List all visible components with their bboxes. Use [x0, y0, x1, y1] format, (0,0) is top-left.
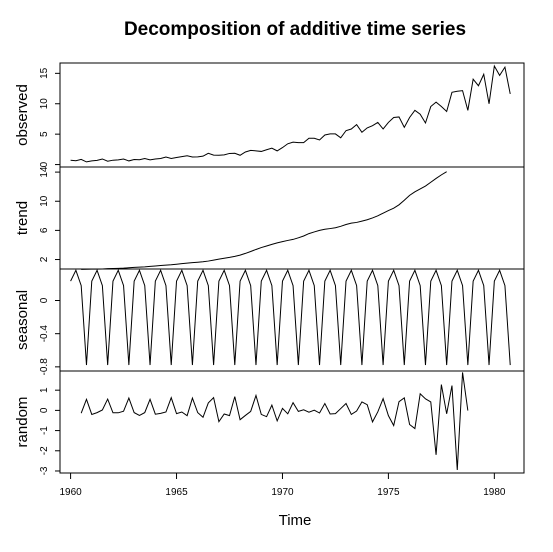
chart-title: Decomposition of additive time series	[124, 19, 466, 40]
series-line-observed	[70, 64, 511, 163]
y-tick-label: -2	[39, 446, 50, 455]
x-tick-label: 1965	[165, 487, 188, 498]
x-tick-label: 1975	[377, 487, 400, 498]
y-tick-label: -1	[39, 426, 50, 435]
y-tick-label: -0.4	[39, 325, 50, 343]
y-axis-label-random: random	[14, 397, 31, 448]
y-tick-label: 0	[39, 161, 50, 167]
y-tick-label: 10	[39, 195, 50, 207]
y-axis-label-seasonal: seasonal	[14, 290, 31, 350]
panel-trend: 2 6 10 14 trend	[14, 166, 525, 270]
panel-frame	[59, 370, 525, 474]
y-tick-label: 0	[39, 297, 50, 303]
panel-seasonal: -0.8 -0.4 0 seasonal	[14, 268, 525, 376]
series-line-random	[80, 372, 469, 471]
series-line-seasonal	[70, 269, 511, 366]
y-tick-label: -0.8	[39, 358, 50, 376]
y-tick-label: 10	[39, 98, 50, 110]
y-axis-label-trend: trend	[14, 201, 31, 235]
series-line-trend	[81, 171, 447, 270]
y-axis-label-observed: observed	[14, 84, 31, 146]
x-axis-label: Time	[279, 512, 312, 529]
panels: 051015observed261014trend-0.8-0.40season…	[14, 62, 525, 475]
x-tick-label: 1960	[59, 487, 82, 498]
panel-frame	[59, 166, 525, 270]
y-tick-label: 2	[39, 256, 50, 262]
y-tick-label: -3	[39, 466, 50, 475]
x-tick-label: 1970	[271, 487, 294, 498]
panel-observed: 0 5 10 15 observed	[14, 62, 525, 168]
y-tick-label: 1	[39, 387, 50, 393]
x-tick-label: 1980	[483, 487, 506, 498]
panel-frame	[59, 62, 525, 168]
x-axis: 1960 1965 1970 1975 1980	[59, 473, 506, 498]
y-tick-label: 14	[39, 166, 50, 178]
y-tick-label: 15	[39, 67, 50, 79]
y-tick-label: 5	[39, 131, 50, 137]
y-tick-label: 6	[39, 227, 50, 233]
y-tick-label: 0	[39, 407, 50, 413]
panel-random: -3 -2 -1 0 1 random	[14, 370, 525, 475]
